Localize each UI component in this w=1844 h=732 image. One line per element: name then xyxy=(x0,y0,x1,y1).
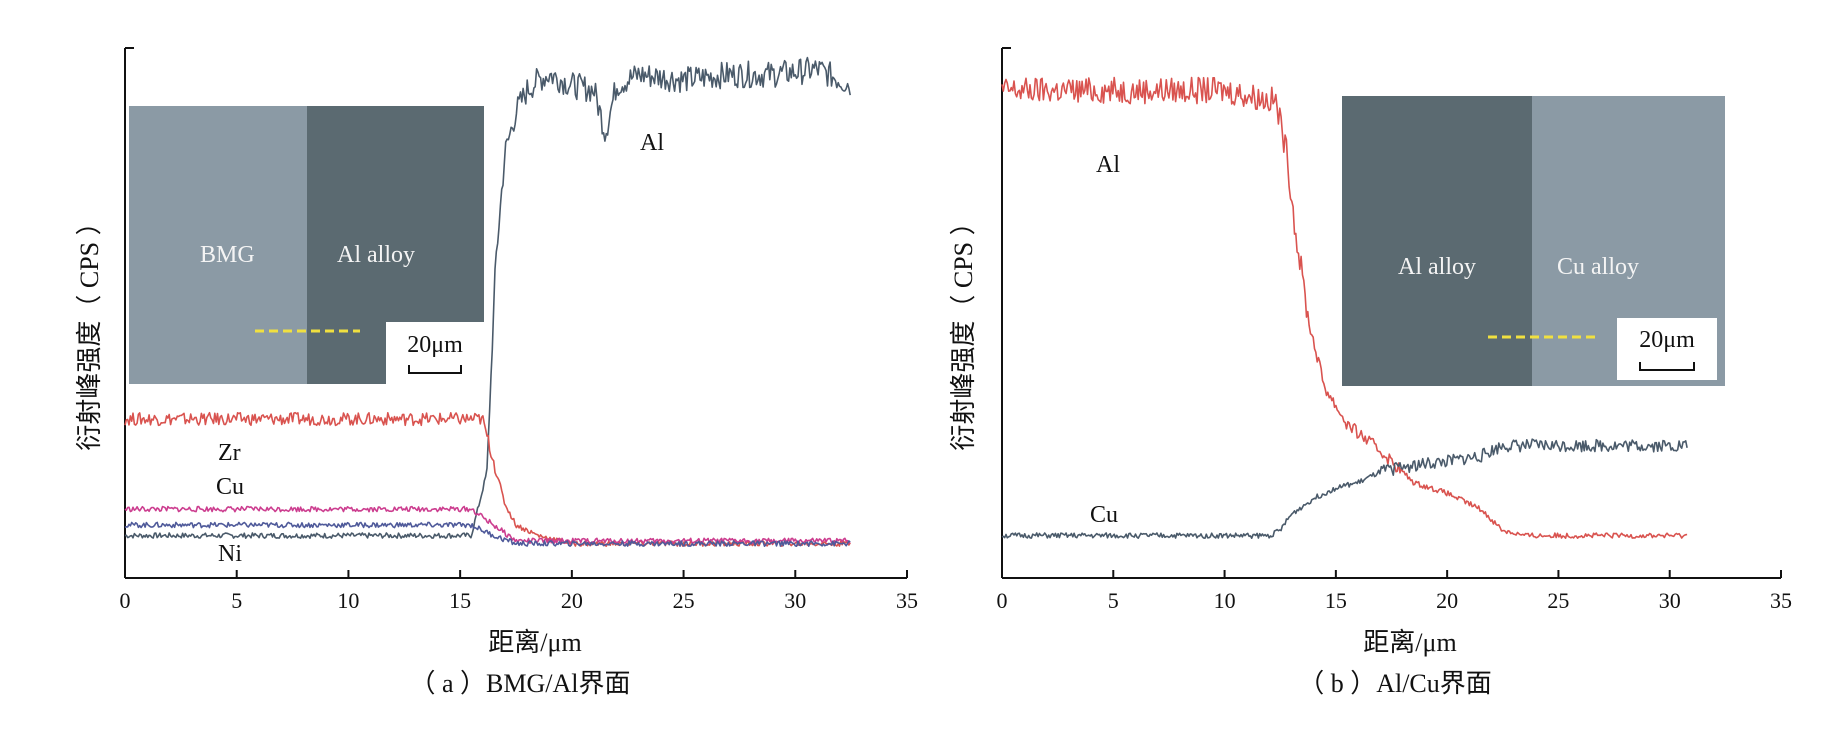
x-tick-label: 10 xyxy=(1214,588,1236,613)
x-tick-label: 30 xyxy=(784,588,806,613)
x-tick-label: 15 xyxy=(449,588,471,613)
series-line-al xyxy=(124,56,851,540)
caption-a: （ a ）BMG/Al界面 xyxy=(409,669,630,698)
scale-label: 20μm xyxy=(1639,327,1695,353)
axes-b: 0 5 10 15 20 25 30 35 xyxy=(997,47,1792,613)
x-tick-label: 5 xyxy=(1108,588,1119,613)
x-tick-label: 25 xyxy=(1547,588,1569,613)
axes-a: 0 5 10 15 20 25 30 35 xyxy=(120,47,918,613)
inset-right-label: Al alloy xyxy=(337,242,415,268)
x-tick-label: 15 xyxy=(1325,588,1347,613)
x-tick-label: 20 xyxy=(1436,588,1458,613)
inset-bmg-region xyxy=(129,106,307,384)
series-label-zr: Zr xyxy=(218,440,241,466)
x-tick-label: 10 xyxy=(337,588,359,613)
panel-a: 0 5 10 15 20 25 30 35 20μm BMG Al alloy Al Zr C… xyxy=(75,47,918,698)
inset-al-region xyxy=(1342,96,1532,386)
x-tick-label: 35 xyxy=(896,588,918,613)
series-label-ni: Ni xyxy=(218,541,242,567)
panel-b: 0 5 10 15 20 25 30 35 20μm Al alloy Cu alloy Al… xyxy=(949,47,1792,698)
series-line-zr xyxy=(124,411,851,548)
series-line-cu xyxy=(124,505,851,545)
x-axis-label-b: 距离/μm xyxy=(1363,628,1456,657)
scale-bar xyxy=(1639,362,1695,371)
series-label-cu: Cu xyxy=(216,474,244,500)
x-axis-label-a: 距离/μm xyxy=(488,628,581,657)
inset-right-label: Cu alloy xyxy=(1557,254,1639,280)
y-axis-label-b: 衍射峰强度（ CPS ） xyxy=(949,209,978,450)
x-tick-label: 35 xyxy=(1770,588,1792,613)
y-axis-label-a: 衍射峰强度（ CPS ） xyxy=(75,209,104,450)
series-label-cu: Cu xyxy=(1090,502,1118,528)
series-label-al: Al xyxy=(1096,152,1120,178)
x-tick-label: 20 xyxy=(561,588,583,613)
x-tick-label: 25 xyxy=(673,588,695,613)
series-line-al xyxy=(1001,76,1688,540)
series-a xyxy=(124,56,851,548)
inset-left-label: BMG xyxy=(200,242,255,268)
x-tick-label: 30 xyxy=(1659,588,1681,613)
series-b xyxy=(1001,76,1688,540)
x-tick-label: 5 xyxy=(231,588,242,613)
x-tick-label: 0 xyxy=(120,588,131,613)
inset-micrograph-a: 20μm BMG Al alloy xyxy=(129,106,484,384)
inset-micrograph-b: 20μm Al alloy Cu alloy xyxy=(1342,96,1725,386)
series-label-al: Al xyxy=(640,130,664,156)
x-tick-label: 0 xyxy=(997,588,1008,613)
series-line-cu xyxy=(1001,438,1688,540)
inset-left-label: Al alloy xyxy=(1398,254,1476,280)
scale-label: 20μm xyxy=(407,332,463,358)
series-line-ni xyxy=(124,521,851,548)
scale-bar xyxy=(408,365,462,374)
caption-b: （ b ）Al/Cu界面 xyxy=(1298,669,1492,698)
